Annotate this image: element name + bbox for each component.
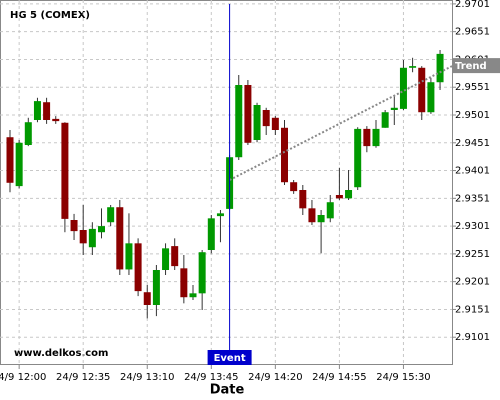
- candle-body: [427, 82, 435, 113]
- candle-body: [262, 110, 270, 127]
- candle-body: [52, 118, 60, 122]
- event-label-box: [207, 350, 252, 365]
- candle-body: [189, 293, 197, 298]
- candle-body: [335, 195, 343, 199]
- candle-body: [409, 66, 417, 68]
- candle-body: [345, 190, 353, 199]
- x-tick-label: 24/9 14:20: [248, 372, 302, 383]
- chart-title: HG 5 (COMEX): [10, 10, 90, 21]
- y-tick-label: 2.9401: [455, 166, 490, 177]
- candle-body: [15, 142, 23, 187]
- candle-body: [317, 215, 325, 223]
- candle-body: [244, 85, 252, 143]
- candle-body: [207, 218, 215, 250]
- candle-body: [24, 122, 32, 145]
- x-tick-label: 24/9 15:30: [376, 372, 430, 383]
- candle-body: [79, 230, 87, 244]
- candle-body: [308, 208, 316, 223]
- candle-body: [61, 122, 69, 219]
- x-tick-label: 24/9 13:45: [184, 372, 238, 383]
- candle-body: [418, 67, 426, 113]
- candle-body: [33, 101, 41, 120]
- candle-body: [390, 107, 398, 110]
- y-tick-label: 2.9501: [455, 110, 490, 121]
- candle-body: [253, 105, 261, 140]
- candle-body: [125, 243, 133, 270]
- event-label: Event: [214, 353, 246, 364]
- y-tick-label: 2.9451: [455, 138, 490, 149]
- candle-body: [134, 243, 142, 292]
- trend-label-box: [452, 58, 500, 74]
- candle-body: [281, 127, 288, 183]
- x-tick-label: 24/9 13:10: [120, 372, 174, 383]
- y-tick-label: 2.9251: [455, 249, 490, 260]
- y-tick-label: 2.9651: [455, 27, 490, 38]
- candle-body: [354, 128, 362, 188]
- candle-body: [216, 213, 224, 217]
- candle-body: [299, 190, 307, 209]
- candle-body: [98, 226, 105, 233]
- y-tick-label: 2.9301: [455, 221, 490, 232]
- candle-body: [399, 67, 407, 109]
- candle-body: [198, 252, 206, 294]
- candle-body: [70, 220, 78, 232]
- candle-body: [290, 182, 298, 192]
- y-tick-label: 2.9101: [455, 332, 490, 343]
- y-tick-label: 2.9151: [455, 304, 490, 315]
- y-tick-label: 2.9351: [455, 193, 490, 204]
- candle-body: [107, 207, 115, 223]
- watermark: www.delkos.com: [14, 348, 108, 359]
- candle-body: [171, 246, 179, 267]
- x-tick-label: 24/9 12:00: [0, 372, 46, 383]
- candle-body: [162, 248, 170, 270]
- candle-body: [235, 85, 243, 158]
- candle-body: [363, 128, 371, 147]
- candle-body: [326, 202, 334, 219]
- trend-line: [229, 65, 453, 181]
- candle-body: [271, 117, 279, 130]
- candle-body: [372, 128, 380, 147]
- x-axis-title: Date: [210, 383, 245, 398]
- candle-body: [43, 102, 51, 120]
- candle-body: [180, 268, 188, 298]
- x-tick-label: 24/9 14:55: [312, 372, 366, 383]
- candle-body: [116, 207, 124, 270]
- candle-body: [152, 270, 160, 305]
- candle-body: [6, 137, 14, 183]
- y-tick-label: 2.9701: [455, 0, 490, 10]
- candle-body: [88, 228, 96, 248]
- candle-body: [436, 53, 444, 83]
- y-tick-label: 2.9201: [455, 277, 490, 288]
- trend-label: Trend: [455, 61, 487, 72]
- x-tick-label: 24/9 12:35: [56, 372, 110, 383]
- y-tick-label: 2.9551: [455, 82, 490, 93]
- candle-body: [143, 292, 151, 305]
- candle-body: [381, 112, 389, 128]
